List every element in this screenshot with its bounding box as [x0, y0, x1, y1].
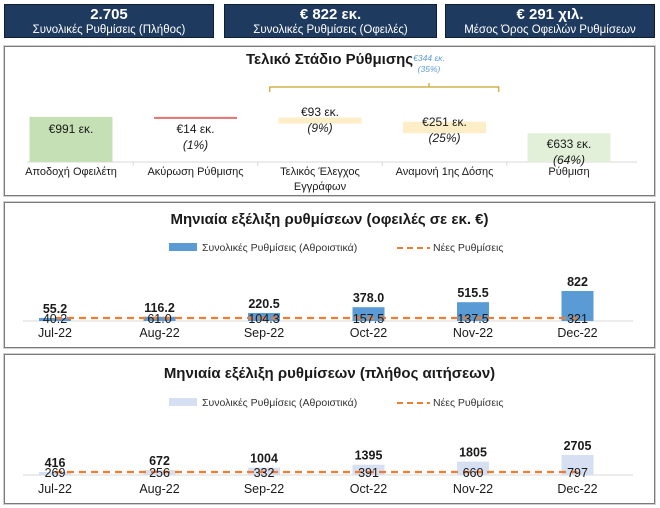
- chart-title: Τελικό Στάδιο Ρύθμισης: [245, 51, 414, 68]
- line-value-label: 391: [358, 466, 379, 480]
- line-value-label: 660: [463, 466, 484, 480]
- bar-value-label: 822: [567, 275, 588, 289]
- legend-label-line: Νέες Ρυθμίσεις: [433, 397, 503, 409]
- kpi-average-debt: € 291 χιλ. Μέσος Όρος Οφειλών Ρυθμίσεων: [445, 4, 655, 38]
- x-tick-label: Aug-22: [139, 482, 179, 496]
- kpi-label: Συνολικές Ρυθμίσεις (Πλήθος): [32, 24, 186, 36]
- line-value-label: 104.3: [248, 312, 279, 326]
- waterfall-bar: [527, 133, 611, 162]
- x-tick-label: Nov-22: [453, 482, 493, 496]
- waterfall-bar: [154, 116, 237, 119]
- percent-label: (1%): [183, 138, 208, 152]
- line-value-label: 321: [567, 312, 588, 326]
- x-tick-label: Oct-22: [350, 326, 388, 340]
- monthly-count-panel: Μηνιαία εξέλιξη ρυθμίσεων (πλήθος αιτήσε…: [4, 354, 655, 504]
- value-label: €251 εκ.: [422, 115, 467, 129]
- bar-value-label: 55.2: [43, 302, 67, 316]
- category-label: Αναμονή 1ης Δόσης: [396, 166, 494, 178]
- chart-title: Μηνιαία εξέλιξη ρυθμίσεων (πλήθος αιτήσε…: [163, 365, 496, 382]
- category-label: Αποδοχή Οφειλέτη: [25, 166, 117, 178]
- x-tick-label: Nov-22: [453, 326, 493, 340]
- x-tick-label: Jul-22: [38, 326, 72, 340]
- bar: [561, 455, 594, 475]
- bar-value-label: 515.5: [457, 286, 488, 300]
- kpi-label: Συνολικές Ρυθμίσεις (Οφειλές): [253, 24, 408, 36]
- final-stage-chart: €991 εκ. Αποδοχή Οφειλέτη €14 εκ. (1%) Ακύρω…: [25, 53, 637, 193]
- kpi-value: 2.705: [90, 6, 128, 23]
- line-value-label: 269: [45, 466, 66, 480]
- line-value-label: 40.2: [43, 312, 67, 326]
- bar: [143, 470, 176, 475]
- x-tick-label: Jul-22: [38, 482, 72, 496]
- monthly-debt-panel: Μηνιαία εξέλιξη ρυθμίσεων (οφειλές σε εκ…: [4, 202, 655, 348]
- bar: [457, 302, 489, 321]
- line-value-label: 332: [254, 466, 275, 480]
- category-label: Ακύρωση Ρύθμισης: [147, 166, 243, 178]
- bar: [143, 316, 176, 321]
- kpi-total-debt: € 822 εκ. Συνολικές Ρυθμίσεις (Οφειλές): [224, 4, 437, 38]
- value-label: €633 εκ.: [547, 137, 592, 151]
- kpi-total-count: 2.705 Συνολικές Ρυθμίσεις (Πλήθος): [4, 4, 214, 38]
- bar: [39, 318, 71, 321]
- bracket-value-label: €344 εκ.: [413, 53, 445, 63]
- x-tick-label: Sep-22: [244, 326, 284, 340]
- bar-value-label: 2705: [564, 439, 592, 453]
- kpi-value: € 291 χιλ.: [516, 6, 584, 23]
- legend-swatch-bars: [169, 398, 197, 406]
- bracket-percent-label: (35%): [418, 64, 441, 74]
- bar: [352, 464, 385, 475]
- percent-label: (9%): [307, 121, 332, 135]
- category-label: Τελικός Έλεγχος: [280, 166, 360, 178]
- line-value-label: 797: [567, 466, 588, 480]
- bracket-line: [269, 86, 500, 92]
- line-value-label: 256: [149, 466, 170, 480]
- x-tick-label: Sep-22: [244, 482, 284, 496]
- bar-value-label: 1805: [459, 446, 487, 460]
- monthly-count-chart: Συνολικές Ρυθμίσεις (Αθροιστικά) Νέες Ρυθ…: [23, 397, 633, 496]
- bar-value-label: 416: [45, 456, 66, 470]
- legend-label-line: Νέες Ρυθμίσεις: [433, 242, 503, 254]
- x-tick-label: Oct-22: [350, 482, 388, 496]
- x-tick-label: Dec-22: [557, 482, 597, 496]
- waterfall-bar: [29, 116, 113, 162]
- bar-value-label: 1395: [355, 449, 383, 463]
- bar-value-label: 220.5: [248, 297, 279, 311]
- line-value-label: 137.5: [457, 312, 488, 326]
- kpi-value: € 822 εκ.: [299, 6, 362, 23]
- line-value-label: 61.0: [147, 312, 171, 326]
- category-label: Ρύθμιση: [548, 166, 589, 178]
- bar-value-label: 672: [149, 454, 170, 468]
- kpi-label: Μέσος Όρος Οφειλών Ρυθμίσεων: [464, 24, 636, 36]
- bar-value-label: 116.2: [144, 301, 175, 315]
- value-label: €14 εκ.: [176, 122, 214, 136]
- legend-swatch-bars: [169, 243, 197, 251]
- value-label: €991 εκ.: [49, 122, 94, 136]
- final-stage-panel: Τελικό Στάδιο Ρύθμισης €991 εκ. Αποδοχή Ο…: [4, 46, 655, 196]
- bar: [39, 471, 71, 475]
- bar-value-label: 1004: [250, 452, 278, 466]
- category-label: Εγγράφων: [294, 181, 347, 193]
- x-tick-label: Dec-22: [557, 326, 597, 340]
- percent-label: (25%): [428, 131, 460, 145]
- waterfall-bar: [278, 117, 362, 124]
- value-label: €93 εκ.: [301, 105, 339, 119]
- percent-label: (64%): [553, 153, 585, 167]
- legend-label-bars: Συνολικές Ρυθμίσεις (Αθροιστικά): [202, 397, 357, 409]
- chart-title: Μηνιαία εξέλιξη ρυθμίσεων (οφειλές σε εκ…: [170, 211, 489, 228]
- line-value-label: 157.5: [353, 312, 384, 326]
- waterfall-bar: [403, 121, 486, 134]
- x-tick-label: Aug-22: [139, 326, 179, 340]
- monthly-debt-chart: Συνολικές Ρυθμίσεις (Αθροιστικά) Νέες Ρυθ…: [23, 242, 633, 340]
- bar: [561, 291, 594, 321]
- bar-value-label: 378.0: [353, 291, 384, 305]
- legend-label-bars: Συνολικές Ρυθμίσεις (Αθροιστικά): [202, 242, 357, 254]
